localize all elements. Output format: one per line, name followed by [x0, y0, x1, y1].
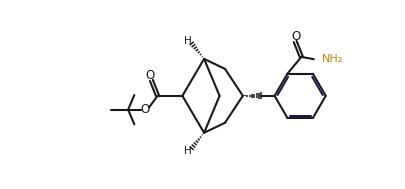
Text: O: O	[291, 30, 301, 43]
Text: H: H	[184, 146, 192, 156]
Text: H: H	[184, 36, 192, 46]
Text: NH₂: NH₂	[322, 54, 343, 64]
Text: O: O	[141, 103, 150, 116]
Text: O: O	[145, 69, 154, 81]
